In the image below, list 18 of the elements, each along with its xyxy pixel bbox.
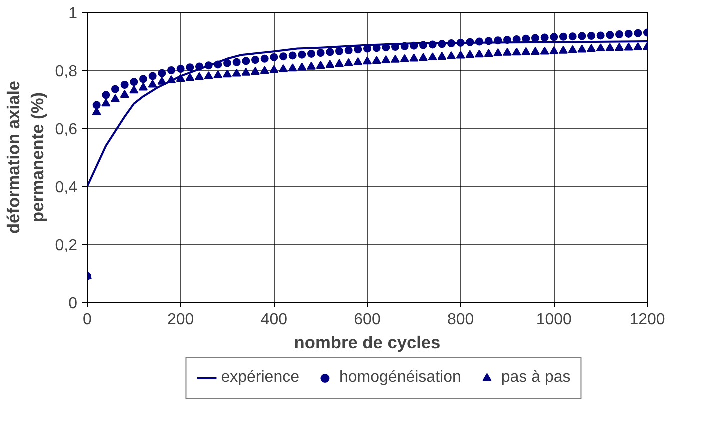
- y-tick-label: 0,2: [55, 238, 78, 254]
- x-tick-label: 600: [354, 312, 381, 328]
- x-tick-label: 200: [167, 312, 194, 328]
- x-tick-label: 1000: [536, 312, 572, 328]
- legend-label: expérience: [221, 368, 300, 386]
- x-tick-label: 1200: [630, 312, 666, 328]
- legend-label: pas à pas: [501, 368, 571, 386]
- y-tick-label: 0,8: [55, 64, 78, 80]
- y-tick-label: 1: [68, 6, 78, 22]
- legend-label: homogénéisation: [340, 368, 462, 386]
- y-tick-label: 0,4: [55, 180, 78, 196]
- x-tick-label: 0: [83, 312, 92, 328]
- y-tick-label: 0: [68, 296, 78, 312]
- y-tick-label: 0,6: [55, 122, 78, 138]
- y-axis-title: déformation axiale permanente (%): [3, 80, 48, 234]
- x-axis-title: nombre de cycles: [294, 332, 441, 352]
- x-tick-label: 800: [447, 312, 474, 328]
- x-tick-label: 400: [260, 312, 288, 328]
